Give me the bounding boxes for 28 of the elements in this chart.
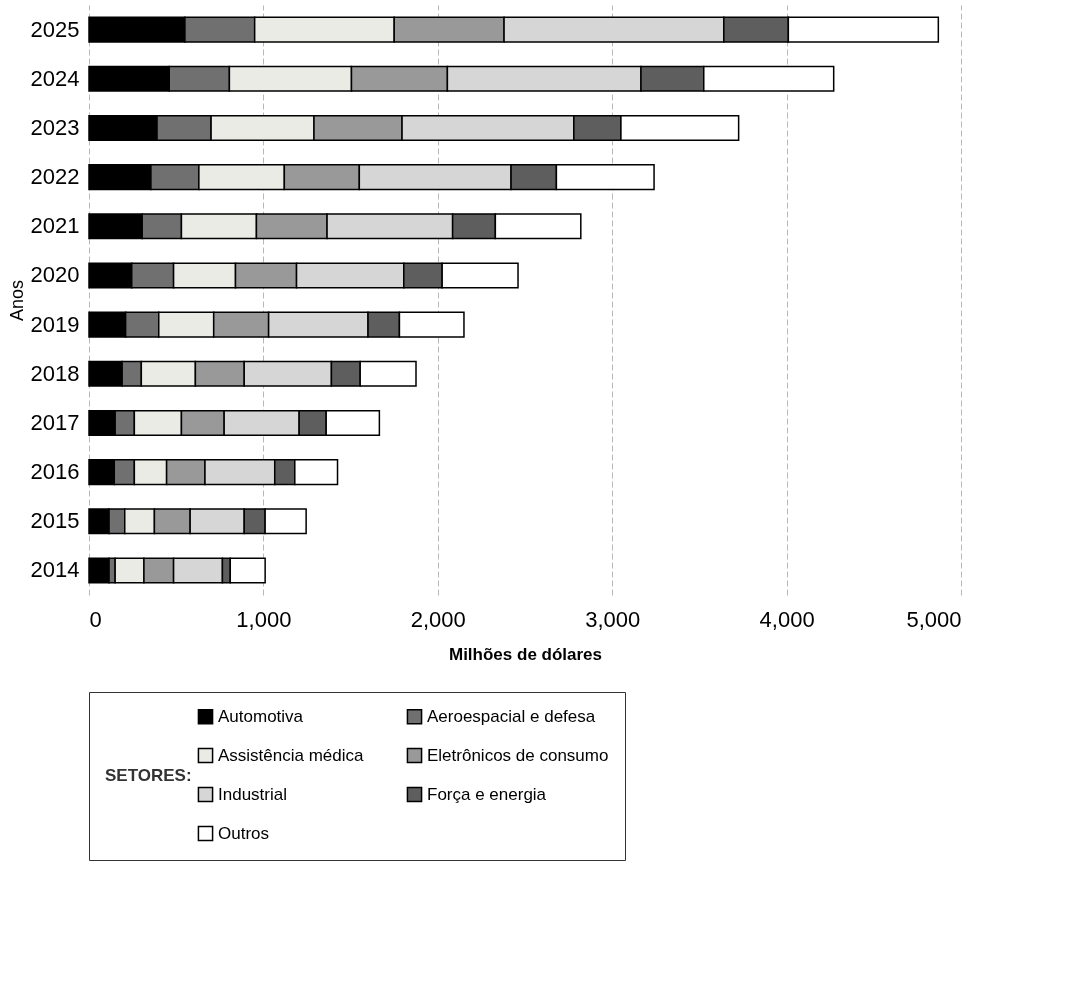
legend-label: Força e energia xyxy=(427,784,547,804)
x-tick-label: 5,000 xyxy=(906,606,962,632)
y-axis-title: Anos xyxy=(6,279,27,322)
y-tick-label: 2025 xyxy=(30,16,80,42)
legend-label: Eletrônicos de consumo xyxy=(427,745,609,765)
y-tick-label: 2017 xyxy=(30,409,80,435)
legend-title: SETORES: xyxy=(105,766,192,785)
y-tick-label: 2022 xyxy=(30,164,80,190)
y-tick-label: 2015 xyxy=(30,508,80,534)
x-axis-title: Milhões de dólares xyxy=(448,644,603,664)
x-tick-label: 2,000 xyxy=(410,606,466,632)
legend-label: Industrial xyxy=(218,784,287,804)
legend-label: Outros xyxy=(218,823,270,843)
legend-label: Automotiva xyxy=(218,706,304,726)
legend-label: Assistência médica xyxy=(218,745,365,765)
x-tick-label: 0 xyxy=(89,606,102,632)
x-tick-label: 3,000 xyxy=(585,606,641,632)
y-tick-label: 2019 xyxy=(30,311,80,337)
y-tick-label: 2021 xyxy=(30,213,80,239)
y-tick-label: 2024 xyxy=(30,65,80,91)
y-tick-label: 2018 xyxy=(30,360,80,386)
y-tick-label: 2023 xyxy=(30,114,80,140)
y-tick-label: 2014 xyxy=(30,557,80,583)
x-tick-label: 4,000 xyxy=(759,606,815,632)
legend-label: Aeroespacial e defesa xyxy=(427,706,596,726)
y-tick-label: 2016 xyxy=(30,459,80,485)
y-tick-label: 2020 xyxy=(30,262,80,288)
x-tick-label: 1,000 xyxy=(236,606,292,632)
